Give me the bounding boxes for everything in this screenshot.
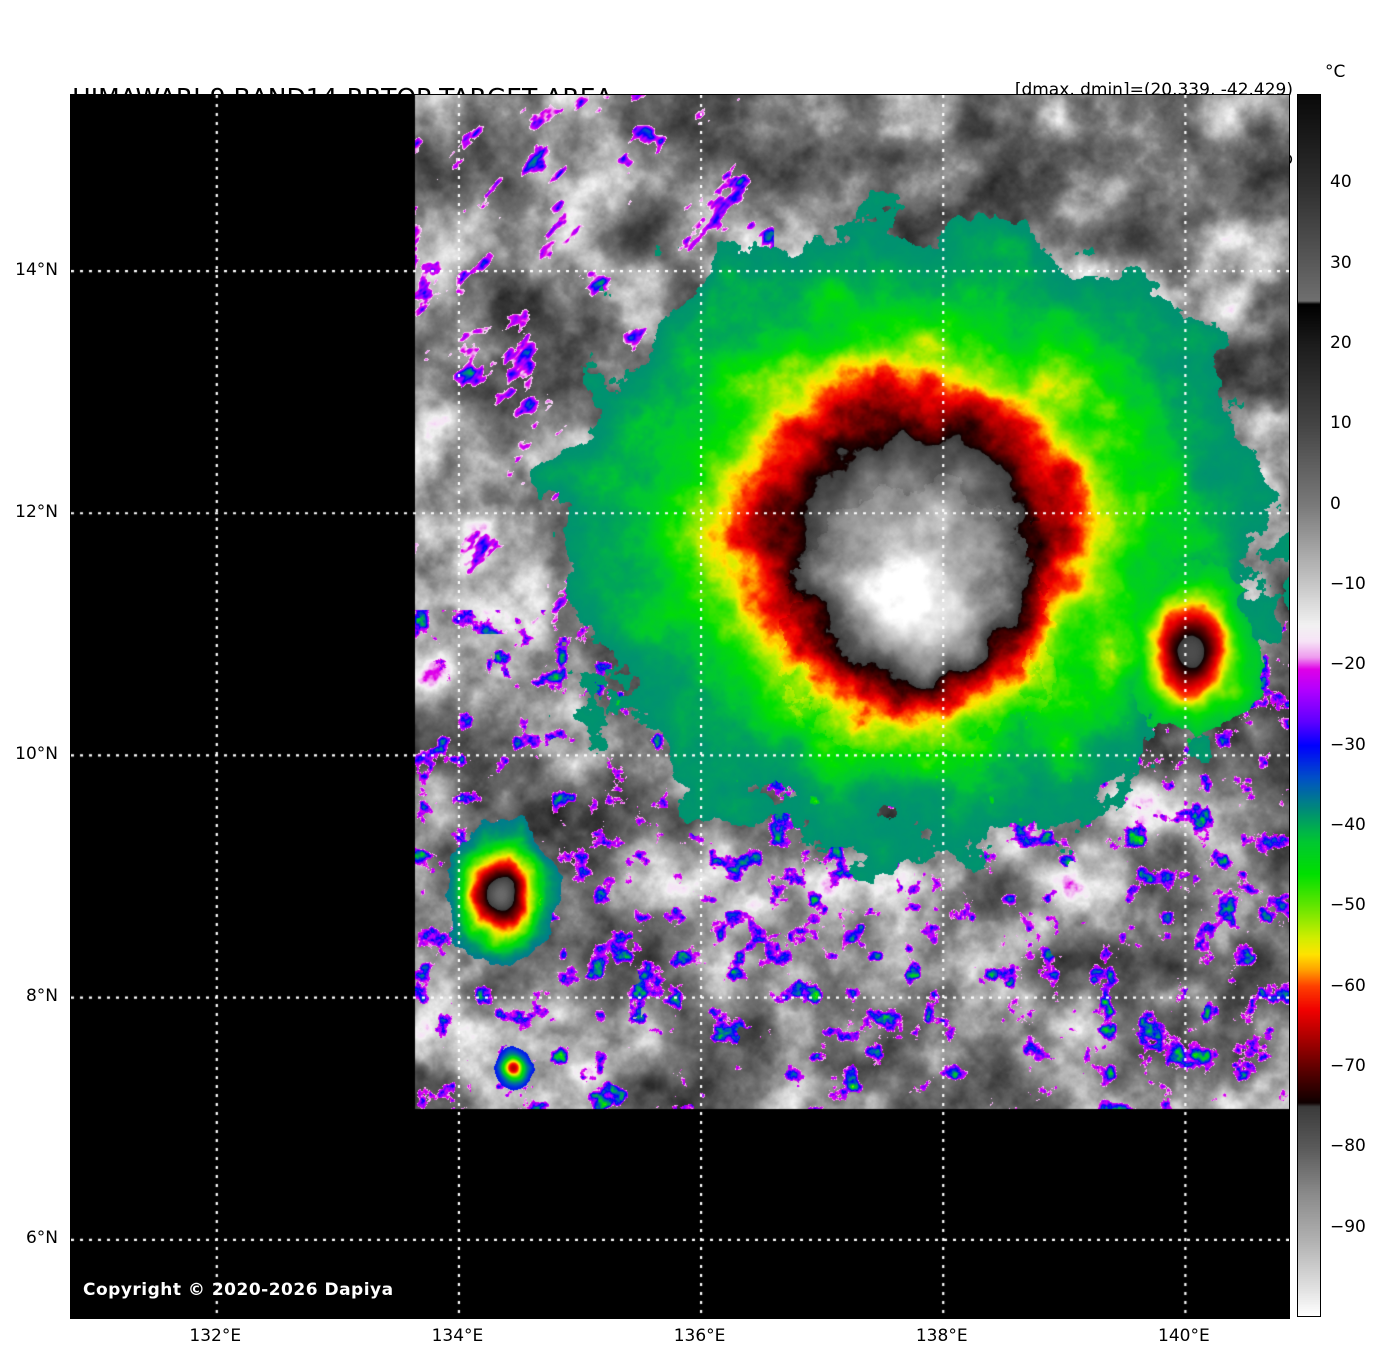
copyright-label: Copyright © 2020-2026 Dapiya (83, 1280, 394, 1300)
colorbar-tick-label: 0 (1330, 493, 1341, 514)
colorbar-tick-label: −80 (1330, 1136, 1366, 1157)
satellite-image-plot: Copyright © 2020-2026 Dapiya (70, 94, 1290, 1319)
lon-tick-label: 138°E (915, 1326, 968, 1346)
lat-tick-label: 8°N (25, 986, 58, 1007)
colorbar-tick-label: 40 (1330, 172, 1352, 193)
colorbar-tick-label: −30 (1330, 734, 1366, 755)
colorbar-tick-label: −90 (1330, 1216, 1366, 1237)
colorbar-tick-label: 10 (1330, 413, 1352, 434)
lon-tick-label: 136°E (673, 1326, 726, 1346)
colorbar-tick-label: −40 (1330, 814, 1366, 835)
colorbar-tick-label: −60 (1330, 975, 1366, 996)
lat-tick-label: 14°N (15, 259, 58, 280)
colorbar-unit-label: °C (1325, 62, 1346, 82)
lon-tick-label: 134°E (431, 1326, 484, 1346)
temperature-colorbar (1297, 94, 1321, 1317)
lat-tick-label: 10°N (15, 743, 58, 764)
satellite-imagery-canvas (71, 95, 1289, 1318)
colorbar-tick-label: −70 (1330, 1055, 1366, 1076)
lon-tick-label: 140°E (1158, 1326, 1210, 1346)
colorbar-tick-label: −10 (1330, 574, 1366, 594)
colorbar-tick-label: 30 (1330, 252, 1352, 273)
colorbar-tick-label: −20 (1330, 654, 1366, 675)
colorbar-tick-label: −50 (1330, 895, 1366, 916)
colorbar-tick-label: 20 (1330, 333, 1352, 354)
lat-tick-label: 6°N (25, 1228, 58, 1249)
lon-tick-label: 132°E (189, 1326, 242, 1346)
lat-tick-label: 12°N (15, 501, 58, 522)
colorbar-gradient (1298, 95, 1320, 1316)
